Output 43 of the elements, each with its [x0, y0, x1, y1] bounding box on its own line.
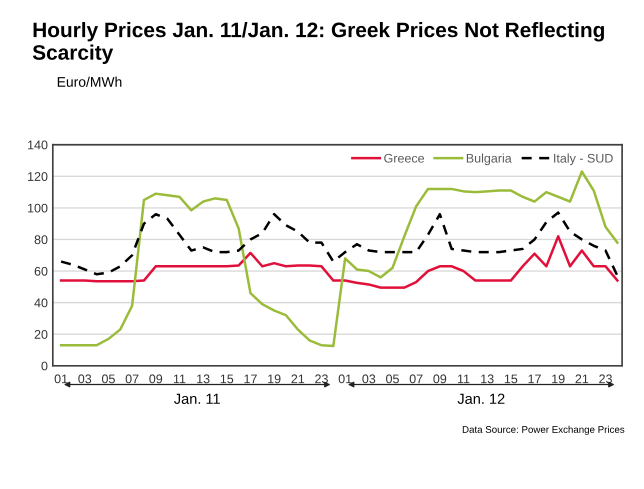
y-tick-label: 20 [34, 330, 48, 339]
line-series [60, 170, 619, 348]
x-tick-label: 17 [528, 374, 541, 384]
x-tick-label: 09 [149, 374, 162, 384]
y-tick-label: 40 [34, 298, 48, 308]
chart-title: Hourly Prices Jan. 11/Jan. 12: Greek Prices Not Reflecting Scarcity [32, 22, 604, 64]
x-tick-label: 11 [458, 374, 470, 384]
x-tick-label: 13 [481, 374, 494, 384]
x-tick-label: 17 [244, 374, 257, 384]
x-tick-label: 13 [197, 374, 210, 384]
y-tick-label: 140 [28, 140, 48, 150]
y-tick-label: 0 [41, 362, 48, 370]
source-note: Data Source: Power Exchange Prices [462, 426, 624, 435]
line-series [60, 211, 619, 278]
x-tick-label: 01 [54, 374, 68, 384]
y-tick-label: 80 [34, 235, 48, 244]
x-tick-label: 07 [126, 374, 138, 384]
x-tick-label: 21 [576, 374, 588, 384]
text: Jan. 12 [458, 394, 504, 404]
x-tick-label: 15 [504, 374, 518, 384]
y-axis-title: Euro/MWh [58, 76, 122, 87]
x-tick-label: 11 [174, 374, 186, 384]
x-tick-label: 05 [386, 374, 399, 384]
line-series [60, 235, 619, 289]
x-tick-label: 19 [268, 374, 280, 384]
y-tick-label: 120 [28, 172, 48, 181]
x-tick-label: 03 [78, 374, 92, 384]
legend-label: Italy - SUD [554, 153, 613, 166]
x-tick-label: 01 [338, 374, 352, 384]
x-tick-label: 19 [552, 374, 565, 384]
x-tick-label: 09 [433, 374, 446, 384]
x-tick-label: 15 [220, 374, 234, 384]
y-tick-label: 100 [28, 204, 48, 213]
x-tick-label: 05 [102, 374, 115, 384]
y-tick-label: 60 [34, 266, 48, 276]
legend-label: Greece [384, 154, 424, 163]
x-tick-label: 07 [410, 374, 422, 384]
x-tick-label: 23 [315, 374, 328, 384]
legend-label: Bulgaria [466, 153, 512, 166]
x-tick-label: 23 [599, 374, 612, 384]
x-tick-label: 21 [291, 374, 304, 384]
text: Jan. 11 [174, 394, 220, 404]
x-tick-label: 03 [362, 374, 376, 384]
